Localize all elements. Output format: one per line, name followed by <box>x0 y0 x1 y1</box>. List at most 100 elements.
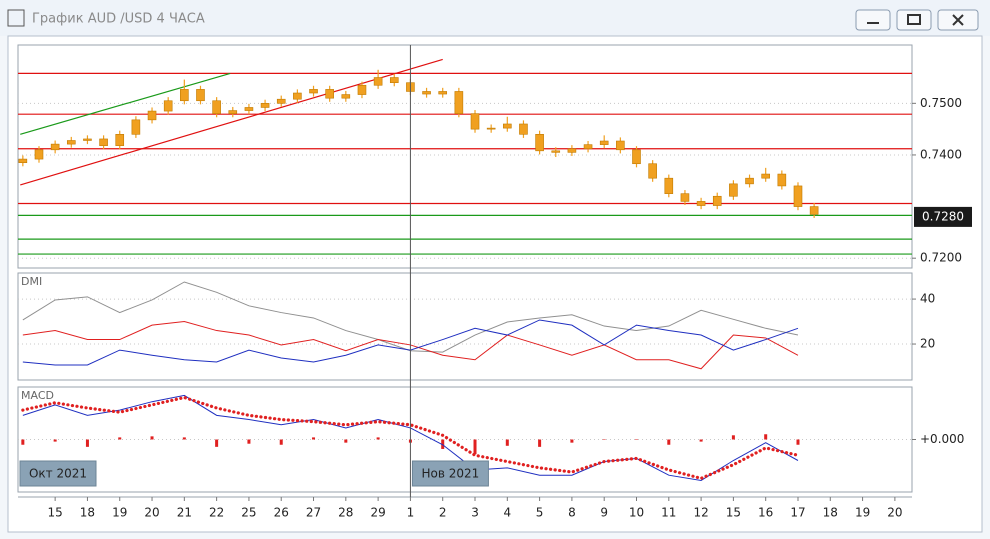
candle-body <box>696 201 706 206</box>
candle-body <box>34 149 44 160</box>
histogram-bar <box>764 434 768 440</box>
x-tick-label: 20 <box>144 506 159 520</box>
panel <box>17 44 913 269</box>
panel-title: DMI <box>21 275 42 288</box>
y-tick-label: 0.7400 <box>920 147 962 161</box>
candle-body <box>66 140 76 145</box>
x-tick-label: 11 <box>661 506 676 520</box>
title-bar <box>0 0 990 36</box>
last-price-box <box>914 206 972 227</box>
candle-body <box>293 92 302 100</box>
candle-body <box>422 91 431 95</box>
maximize-icon <box>907 14 921 25</box>
x-tick-label: 2 <box>439 506 447 520</box>
x-tick-label: 21 <box>177 506 192 520</box>
candle-body <box>50 143 60 151</box>
histogram-bar <box>538 439 542 447</box>
period-label-box <box>19 460 97 487</box>
candle-body <box>196 89 205 102</box>
panel-title: MACD <box>21 389 54 402</box>
histogram-bar <box>731 435 735 440</box>
histogram-bar <box>376 437 380 440</box>
candle-body <box>729 183 738 197</box>
last-price-label: 0.7280 <box>922 209 964 223</box>
x-tick-label: 1 <box>407 506 415 520</box>
maximize-button[interactable] <box>896 9 932 31</box>
candle-body <box>131 119 141 135</box>
candle-body <box>260 103 270 108</box>
candle-body <box>18 158 28 163</box>
histogram-bar <box>667 439 671 445</box>
histogram-bar <box>21 439 25 445</box>
candle-body <box>325 89 334 99</box>
candle-body <box>99 138 108 146</box>
histogram-bar <box>215 439 219 447</box>
histogram-bar <box>279 439 283 445</box>
candle-body <box>632 149 641 165</box>
candle-body <box>551 150 561 153</box>
candle-body <box>503 123 512 129</box>
y-tick-label: 0.7500 <box>920 96 962 110</box>
candle-body <box>745 177 754 185</box>
candle-body <box>438 91 448 95</box>
histogram-bar <box>473 439 477 455</box>
candle-body <box>357 84 367 95</box>
candle-body <box>244 107 254 111</box>
histogram-bar <box>344 439 348 443</box>
x-tick-label: 26 <box>274 506 289 520</box>
trend-line <box>20 58 443 186</box>
trend-line <box>20 72 231 135</box>
y-tick-label: 0.7200 <box>920 251 962 265</box>
x-tick-label: 27 <box>306 506 321 520</box>
candle-body <box>180 89 189 102</box>
close-icon <box>952 14 964 26</box>
y-tick-label: 40 <box>920 292 935 306</box>
candle-body <box>115 134 125 146</box>
x-tick-label: 10 <box>629 506 644 520</box>
y-tick-label: 20 <box>920 337 935 351</box>
candle-body <box>712 195 722 206</box>
histogram-bar <box>118 437 122 440</box>
x-tick-label: 9 <box>600 506 608 520</box>
candle-body <box>599 140 609 145</box>
x-tick-label: 5 <box>536 506 544 520</box>
x-tick-label: 18 <box>80 506 95 520</box>
candle-body <box>309 89 318 94</box>
app-icon <box>7 9 25 27</box>
histogram-bar <box>247 439 251 444</box>
x-tick-label: 28 <box>338 506 353 520</box>
candle-body <box>664 177 674 194</box>
x-tick-label: 15 <box>48 506 63 520</box>
candle-body <box>486 127 496 130</box>
x-tick-label: 19 <box>112 506 127 520</box>
candle-body <box>454 91 464 114</box>
x-tick-label: 22 <box>209 506 224 520</box>
panel <box>17 272 913 381</box>
candle-body <box>373 77 383 86</box>
y-tick-label: +0.000 <box>920 432 964 446</box>
histogram-bar <box>602 439 606 440</box>
x-tick-label: 15 <box>726 506 741 520</box>
period-label: Нов 2021 <box>422 467 480 481</box>
candle-body <box>567 148 577 153</box>
period-label: Окт 2021 <box>29 467 87 481</box>
x-tick-label: 20 <box>887 506 902 520</box>
x-tick-label: 4 <box>503 506 511 520</box>
candle-body <box>519 123 528 135</box>
candle-body <box>276 98 286 104</box>
histogram-bar <box>312 437 316 440</box>
window-title: График AUD /USD 4 ЧАСА <box>32 12 205 27</box>
candle-body <box>583 144 593 150</box>
minimize-button[interactable] <box>855 9 891 31</box>
candle-body <box>147 110 157 121</box>
x-tick-label: 3 <box>471 506 479 520</box>
candle-body <box>228 110 238 114</box>
x-tick-label: 18 <box>823 506 838 520</box>
candle-body <box>163 100 173 112</box>
histogram-bar <box>699 439 703 442</box>
histogram-bar <box>796 439 800 445</box>
histogram-bar <box>182 437 186 440</box>
candle-body <box>470 113 480 130</box>
